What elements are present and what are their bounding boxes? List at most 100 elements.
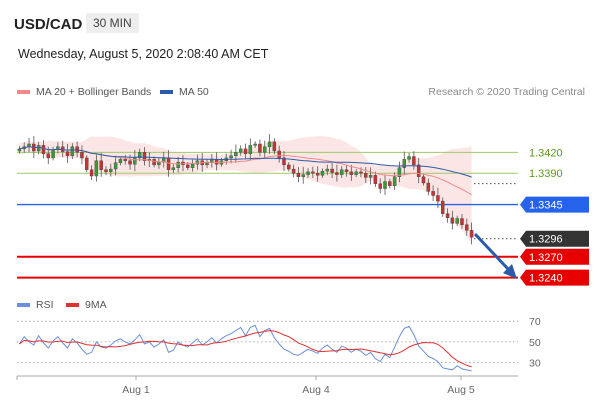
symbol-title: USD/CAD — [14, 16, 83, 33]
candle-body — [41, 145, 46, 154]
rsi-tick-50: 50 — [529, 337, 541, 349]
candle-body — [335, 172, 339, 175]
candle-body — [402, 159, 406, 168]
timeframe-badge[interactable]: 30 MIN — [86, 13, 139, 33]
forecast-arrow — [473, 232, 517, 279]
candle-body — [113, 162, 118, 170]
candle-body — [320, 170, 325, 176]
candle-body — [364, 173, 368, 178]
candle-body — [460, 218, 464, 225]
candle-body — [388, 181, 392, 186]
candle-body — [133, 157, 137, 165]
level-label-2: 1.3345 — [529, 200, 563, 212]
x-tick-label: Aug 1 — [122, 384, 150, 396]
candle-body — [128, 160, 132, 165]
candle-body — [243, 148, 248, 154]
candle-body — [205, 162, 209, 166]
candle-body — [291, 168, 296, 174]
legend-rsi-ma: 9MA — [66, 299, 107, 311]
candle-body — [123, 159, 127, 161]
candle-body — [426, 182, 431, 192]
rsi-ma-line — [19, 330, 472, 368]
candle-body — [315, 173, 320, 176]
candle-body — [325, 168, 330, 172]
x-tick-label: Aug 5 — [447, 384, 475, 396]
candle-body — [157, 161, 161, 166]
candle-body — [359, 171, 363, 174]
candle-body — [267, 141, 272, 147]
level-tag-4 — [520, 248, 589, 265]
candle-body — [277, 150, 281, 159]
candle-body — [263, 146, 267, 153]
candle-body — [445, 213, 450, 219]
ma50-swatch — [160, 90, 173, 94]
candle-body — [46, 153, 51, 159]
candle-body — [171, 167, 176, 170]
candle-body — [94, 160, 99, 177]
rsi-tick-70: 70 — [529, 316, 541, 328]
forecast-arrow-shaft — [473, 232, 511, 272]
legend-bollinger-label: MA 20 + Bollinger Bands — [36, 86, 152, 98]
level-label-4: 1.3270 — [529, 252, 563, 264]
candle-body — [306, 171, 310, 175]
candle-body — [89, 169, 94, 177]
candle-body — [51, 149, 55, 159]
candle-body — [166, 157, 171, 170]
candle-body — [190, 163, 195, 168]
candle-body — [344, 169, 349, 173]
rsi-line — [18, 324, 472, 372]
level-label-1: 1.3390 — [529, 168, 563, 180]
candle-body — [137, 152, 142, 159]
level-tag-3 — [520, 230, 589, 247]
level-tag-2 — [520, 196, 589, 213]
candle-body — [354, 171, 358, 175]
level-lines — [17, 151, 518, 279]
ma50-line — [19, 145, 472, 178]
legend-bollinger: MA 20 + Bollinger Bands — [17, 86, 151, 98]
chart-header: USD/CAD 30 MIN Wednesday, August 5, 2020… — [0, 0, 596, 70]
legend-rsi-ma-label: 9MA — [85, 299, 107, 311]
level-label-3: 1.3296 — [529, 234, 563, 246]
legend-rsi-label: RSI — [36, 299, 54, 311]
candle-body — [214, 159, 219, 165]
candle-body — [378, 183, 382, 189]
candle-body — [416, 164, 421, 177]
level-labels: 1.3420 1.3390 1.3345 1.3296 1.3270 1.3240 — [520, 147, 589, 286]
candle-body — [397, 167, 402, 177]
candle-body — [234, 152, 238, 157]
candle-body — [311, 171, 315, 174]
candle-body — [465, 224, 469, 231]
candle-body — [152, 159, 156, 166]
candle-body — [109, 168, 113, 173]
rsi-tick-30: 30 — [529, 358, 541, 370]
x-axis: Aug 1 Aug 4 Aug 5 — [16, 375, 518, 396]
candle-body — [296, 173, 301, 177]
candle-body — [65, 151, 70, 157]
rsi-ma-swatch — [66, 303, 79, 307]
legend-ma50-label: MA 50 — [179, 86, 209, 98]
legend-rsi: RSI — [17, 299, 54, 311]
candle-body — [368, 175, 373, 178]
candle-body — [450, 217, 455, 224]
candle-body — [272, 141, 277, 152]
candle-body — [229, 155, 233, 159]
candle-body — [440, 200, 445, 214]
level-label-0: 1.3420 — [529, 147, 563, 159]
level-tag-5 — [520, 269, 589, 286]
candle-body — [392, 176, 397, 186]
rsi-panel: 70 50 30 — [17, 316, 541, 372]
candle-body — [330, 168, 334, 173]
candle-body — [407, 156, 411, 160]
legend-ma50: MA 50 — [160, 86, 209, 98]
research-credit: Research © 2020 Trading Central — [428, 86, 585, 98]
candle-body — [436, 195, 440, 202]
candle-body — [258, 143, 262, 153]
candle-body — [455, 218, 459, 224]
candle-body — [383, 181, 387, 189]
candle-body — [176, 161, 180, 168]
candle-body — [339, 169, 344, 175]
candle-body — [421, 176, 426, 184]
datetime-label: Wednesday, August 5, 2020 2:08:40 AM CET — [18, 47, 269, 61]
candle-body — [118, 159, 123, 163]
